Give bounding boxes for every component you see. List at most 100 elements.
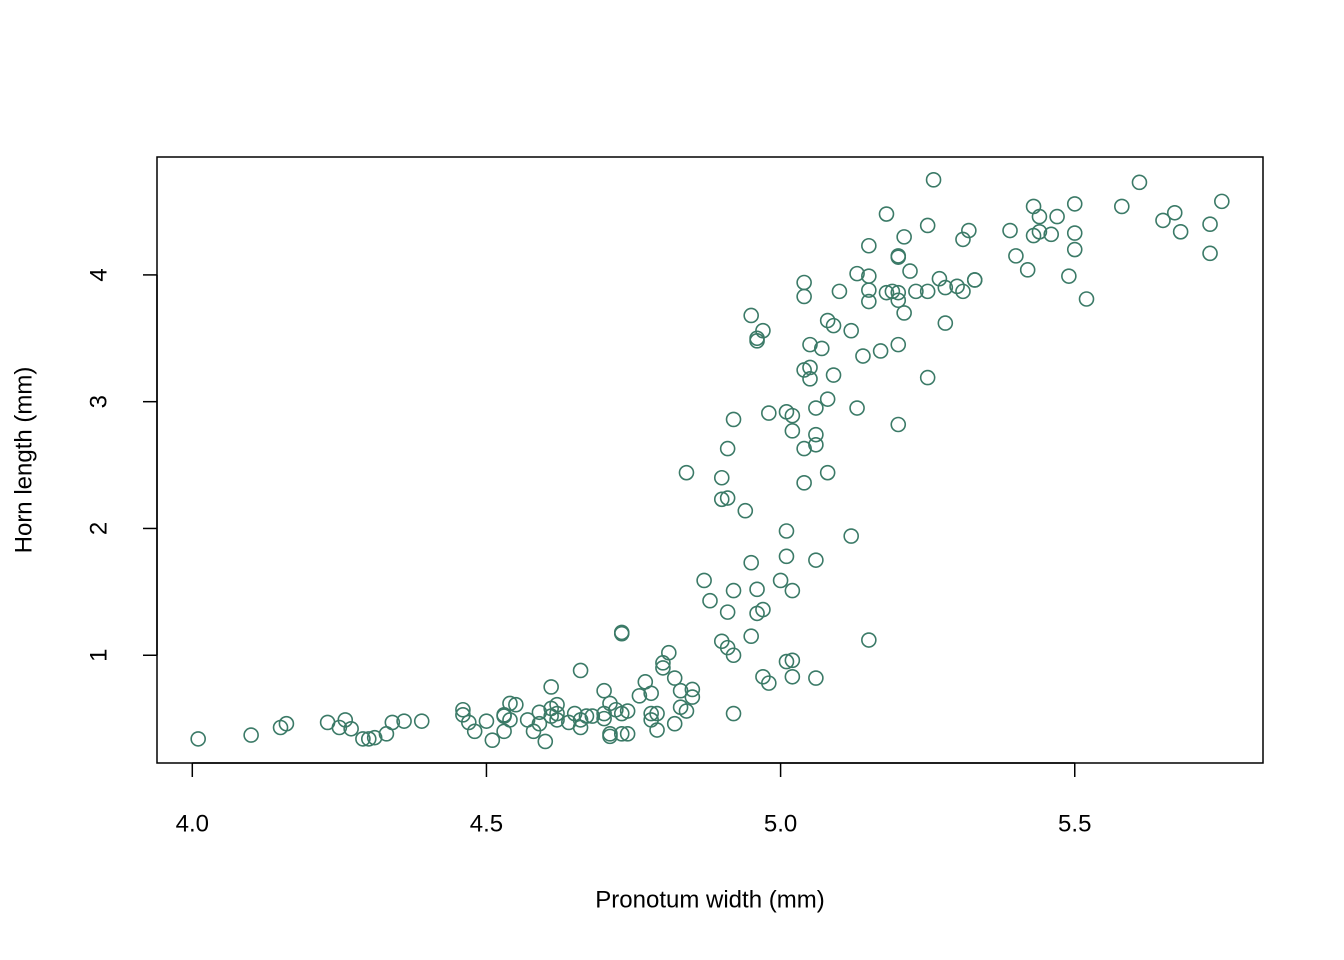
point [784, 407, 801, 424]
point [531, 704, 548, 721]
point [878, 206, 895, 222]
point [919, 217, 936, 234]
point [890, 292, 907, 309]
point [619, 726, 636, 742]
point [761, 675, 777, 691]
point [549, 712, 565, 728]
point [749, 581, 765, 598]
point [596, 682, 612, 699]
point [666, 670, 683, 686]
point [1214, 193, 1230, 210]
point [1019, 262, 1036, 278]
point [1049, 208, 1065, 225]
point [549, 696, 565, 713]
point [902, 263, 918, 279]
point [1002, 222, 1018, 239]
point [819, 312, 836, 329]
point [725, 411, 742, 428]
point [890, 284, 907, 301]
point [502, 712, 518, 728]
point [678, 464, 695, 481]
point [578, 708, 595, 724]
point [861, 237, 877, 254]
point [672, 682, 689, 699]
point [1202, 216, 1218, 232]
point [596, 710, 612, 727]
point [531, 715, 548, 732]
point [1025, 198, 1042, 215]
y-tick-label: 3 [85, 395, 112, 408]
y-tick-label: 1 [85, 649, 112, 662]
point [572, 662, 589, 679]
point [543, 679, 559, 695]
point [355, 731, 371, 747]
point [843, 528, 859, 544]
point [1043, 226, 1060, 243]
point [649, 705, 665, 722]
point [602, 728, 618, 745]
point [1078, 291, 1095, 307]
point [549, 705, 565, 722]
point [1155, 212, 1171, 229]
x-tick-label: 5.0 [764, 810, 797, 837]
point [772, 572, 789, 589]
point [643, 705, 659, 722]
point [1066, 241, 1083, 258]
point [366, 729, 383, 746]
point [808, 670, 824, 686]
point [360, 731, 377, 747]
point [908, 283, 924, 300]
x-axis-title: Pronotum width (mm) [595, 886, 824, 913]
point [666, 715, 683, 732]
point [502, 695, 518, 712]
point [743, 307, 759, 324]
point [825, 317, 842, 334]
point [725, 705, 742, 722]
point [878, 284, 895, 301]
point [890, 248, 907, 264]
point [808, 552, 824, 568]
point [1131, 174, 1148, 191]
point [743, 554, 759, 571]
point [784, 423, 801, 439]
point [796, 475, 812, 491]
point [849, 265, 865, 282]
point [919, 283, 936, 300]
point [802, 371, 818, 387]
point [802, 336, 818, 353]
point [808, 400, 824, 416]
point [919, 369, 936, 386]
point [684, 681, 701, 698]
point [584, 708, 601, 724]
point [796, 274, 812, 291]
y-tick-label: 2 [85, 522, 112, 535]
point [737, 502, 754, 519]
point [713, 469, 730, 486]
point [719, 604, 736, 620]
point [619, 703, 636, 719]
point [778, 653, 795, 670]
point [1066, 225, 1083, 241]
point [961, 222, 977, 239]
point [808, 426, 824, 443]
point [649, 722, 665, 738]
point [702, 592, 718, 609]
point [655, 660, 671, 676]
point [1031, 223, 1048, 240]
point [808, 436, 824, 453]
point [613, 726, 630, 742]
point [890, 249, 907, 265]
point [796, 440, 812, 457]
point [725, 582, 742, 599]
point [955, 283, 971, 300]
point [278, 715, 295, 732]
point [1202, 245, 1218, 262]
point [725, 647, 742, 664]
point [890, 336, 907, 353]
point [719, 440, 736, 457]
plot-frame [156, 156, 1264, 764]
point [861, 293, 877, 310]
point [343, 720, 359, 737]
point [825, 367, 842, 383]
